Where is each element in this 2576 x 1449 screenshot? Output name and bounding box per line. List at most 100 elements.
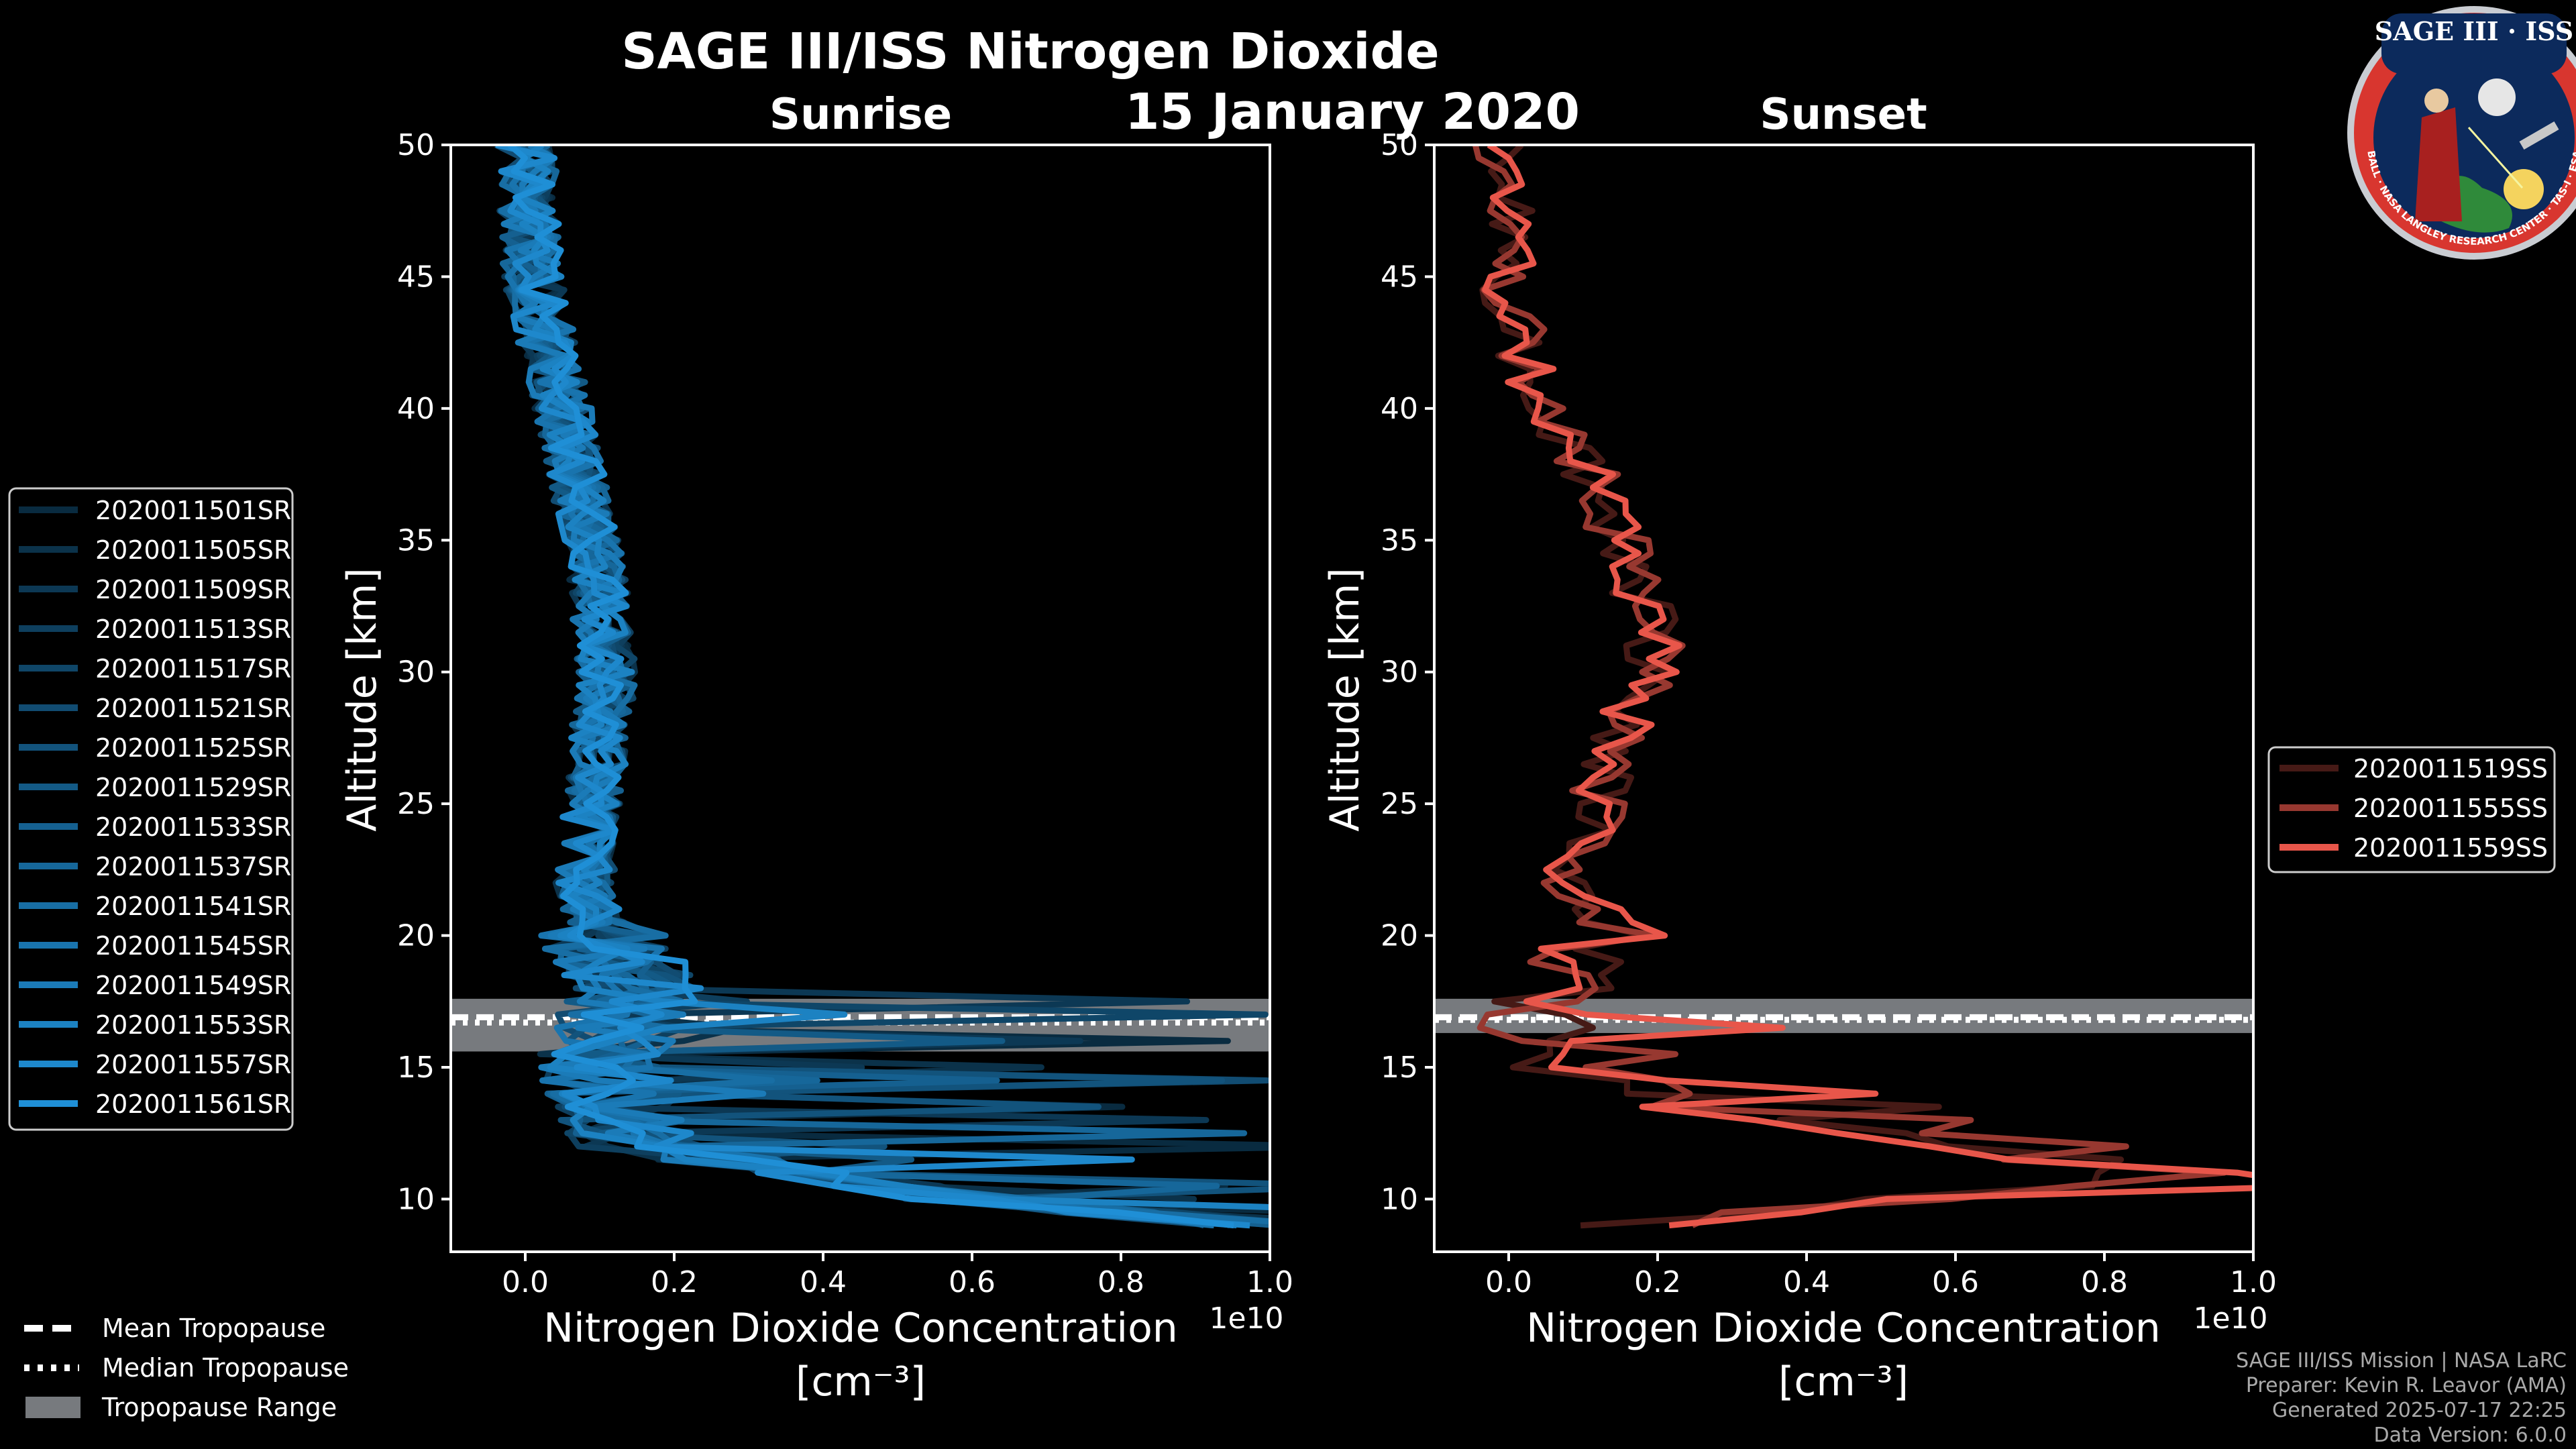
sunrise-x-label: Nitrogen Dioxide Concentration <box>543 1305 1178 1352</box>
sunrise-panel: 0.0 0.2 0.4 0.6 0.8 1.0 10 15 20 25 30 35 40 45 50 1e1… <box>339 128 1293 1405</box>
y-tick-label: 45 <box>397 260 435 294</box>
y-tick-label: 35 <box>397 523 435 557</box>
sunrise-ticks: 0.0 0.2 0.4 0.6 0.8 1.0 10 15 20 25 30 35 40 45 50 <box>397 128 1293 1299</box>
legend-label-2020011541SR: 2020011541SR <box>95 892 291 921</box>
legend-label-2020011553SR: 2020011553SR <box>95 1010 291 1040</box>
legend-label-2020011545SR: 2020011545SR <box>95 931 291 961</box>
y-tick-label: 20 <box>397 919 435 953</box>
x-tick-label: 0.8 <box>1097 1265 1144 1299</box>
sunset-panel: 0.0 0.2 0.4 0.6 0.8 1.0 10 15 20 25 30 35 40 45 50 1e1… <box>1322 128 2277 1405</box>
sunrise-x-unit: [cm⁻³] <box>796 1358 926 1405</box>
logo-beam-icon <box>2467 127 2524 189</box>
sunset-y-label: Altitude [km] <box>1322 568 1368 832</box>
legend-label-2020011557SR: 2020011557SR <box>95 1050 291 1079</box>
sunset-profiles <box>1472 145 2253 1229</box>
sunrise-legend-box <box>8 487 294 1131</box>
profile-line-2020011559SS <box>1482 145 2253 1229</box>
sunset-legend: 2020011519SS 2020011555SS 2020011559SS <box>2267 746 2556 873</box>
sunset-x-multiplier: 1e10 <box>2193 1301 2267 1336</box>
profile-line-2020011557SR <box>495 145 1250 1229</box>
logo-banner <box>2381 13 2567 74</box>
x-tick-label: 0.0 <box>502 1265 549 1299</box>
legend-label-2020011517SR: 2020011517SR <box>95 654 291 684</box>
x-tick-label: 0.0 <box>1485 1265 1532 1299</box>
profile-line-2020011561SR <box>507 145 1234 1229</box>
y-tick-label: 20 <box>1381 919 1418 953</box>
median-tropopause-label: Median Tropopause <box>102 1353 349 1383</box>
sunrise-profiles <box>494 145 1270 1229</box>
x-tick-label: 0.2 <box>651 1265 698 1299</box>
y-tick-label: 50 <box>1381 128 1418 162</box>
legend-label-2020011555SS: 2020011555SS <box>2353 794 2548 823</box>
y-tick-label: 50 <box>397 128 435 162</box>
y-tick-label: 10 <box>397 1182 435 1216</box>
legend-label-2020011513SR: 2020011513SR <box>95 614 291 644</box>
logo-title-text: SAGE III · ISS <box>2375 16 2573 46</box>
figure-date: 15 January 2020 <box>1125 83 1580 141</box>
y-tick-label: 15 <box>397 1051 435 1085</box>
x-tick-label: 0.6 <box>1932 1265 1979 1299</box>
x-tick-label: 1.0 <box>2230 1265 2277 1299</box>
y-tick-label: 25 <box>397 787 435 821</box>
sunset-plot-frame <box>1433 144 2255 1253</box>
sunset-x-unit: [cm⁻³] <box>1778 1358 1909 1405</box>
sunrise-legend-entries: 2020011501SR 2020011505SR 2020011509SR 2020… <box>19 496 291 1119</box>
credit-line: Preparer: Kevin R. Leavor (AMA) <box>2246 1374 2567 1397</box>
logo-figure-head-icon <box>2424 89 2449 113</box>
sunset-legend-box <box>2267 746 2556 873</box>
sunset-legend-entries: 2020011519SS 2020011555SS 2020011559SS <box>2279 754 2548 863</box>
sage-iii-iss-logo: SAGE III · ISS BALL · NASA LANGLEY RESEA… <box>2347 6 2576 260</box>
legend-label-2020011529SR: 2020011529SR <box>95 773 291 802</box>
legend-label-2020011559SS: 2020011559SS <box>2353 833 2548 863</box>
logo-iss-icon <box>2519 121 2559 150</box>
y-tick-label: 45 <box>1381 260 1418 294</box>
legend-label-2020011533SR: 2020011533SR <box>95 812 291 842</box>
logo-figure-robe-icon <box>2415 107 2462 221</box>
legend-label-2020011525SR: 2020011525SR <box>95 733 291 763</box>
y-tick-label: 10 <box>1381 1182 1418 1216</box>
profile-line-2020011553SR <box>516 145 1270 1210</box>
legend-label-2020011521SR: 2020011521SR <box>95 694 291 723</box>
sunset-ticks: 0.0 0.2 0.4 0.6 0.8 1.0 10 15 20 25 30 35 40 45 50 <box>1381 128 2277 1299</box>
logo-moon-icon <box>2478 78 2516 116</box>
credit-line: Generated 2025-07-17 22:25 <box>2272 1399 2567 1422</box>
legend-label-2020011549SR: 2020011549SR <box>95 971 291 1000</box>
tropopause-range-label: Tropopause Range <box>101 1393 337 1422</box>
legend-label-2020011505SR: 2020011505SR <box>95 535 291 565</box>
tropopause-range-swatch <box>25 1397 80 1418</box>
credit-line: SAGE III/ISS Mission | NASA LaRC <box>2236 1349 2567 1373</box>
sunrise-y-label: Altitude [km] <box>339 568 386 832</box>
y-tick-label: 30 <box>397 655 435 690</box>
sunset-subtitle: Sunset <box>1760 90 1927 140</box>
y-tick-label: 25 <box>1381 787 1418 821</box>
credits: SAGE III/ISS Mission | NASA LaRC Prepare… <box>2236 1349 2567 1447</box>
profile-line-2020011519SS <box>1479 145 2125 1229</box>
x-tick-label: 0.2 <box>1634 1265 1681 1299</box>
legend-label-2020011537SR: 2020011537SR <box>95 852 291 881</box>
legend-label-2020011509SR: 2020011509SR <box>95 575 291 604</box>
legend-label-2020011501SR: 2020011501SR <box>95 496 291 525</box>
logo-sun-icon <box>2504 169 2544 209</box>
y-tick-label: 35 <box>1381 523 1418 557</box>
y-tick-label: 40 <box>1381 392 1418 426</box>
legend-label-2020011561SR: 2020011561SR <box>95 1089 291 1119</box>
legend-label-2020011519SS: 2020011519SS <box>2353 754 2548 784</box>
x-tick-label: 0.6 <box>949 1265 996 1299</box>
x-tick-label: 0.8 <box>2081 1265 2128 1299</box>
figure-title: SAGE III/ISS Nitrogen Dioxide <box>621 23 1439 80</box>
sunrise-plot-frame <box>449 144 1271 1253</box>
sunset-x-label: Nitrogen Dioxide Concentration <box>1526 1305 2161 1352</box>
tropopause-legend: Mean Tropopause Median Tropopause Tropop… <box>24 1313 349 1422</box>
x-tick-label: 1.0 <box>1246 1265 1293 1299</box>
credit-line: Data Version: 6.0.0 <box>2374 1424 2567 1447</box>
sunrise-legend: 2020011501SR 2020011505SR 2020011509SR 2020… <box>8 487 294 1131</box>
sunrise-x-multiplier: 1e10 <box>1209 1301 1283 1336</box>
mean-tropopause-label: Mean Tropopause <box>102 1313 325 1343</box>
x-tick-label: 0.4 <box>1783 1265 1830 1299</box>
sunrise-subtitle: Sunrise <box>769 90 952 140</box>
y-tick-label: 40 <box>397 392 435 426</box>
profile-line-2020011555SS <box>1472 145 2228 1228</box>
y-tick-label: 15 <box>1381 1051 1418 1085</box>
y-tick-label: 30 <box>1381 655 1418 690</box>
